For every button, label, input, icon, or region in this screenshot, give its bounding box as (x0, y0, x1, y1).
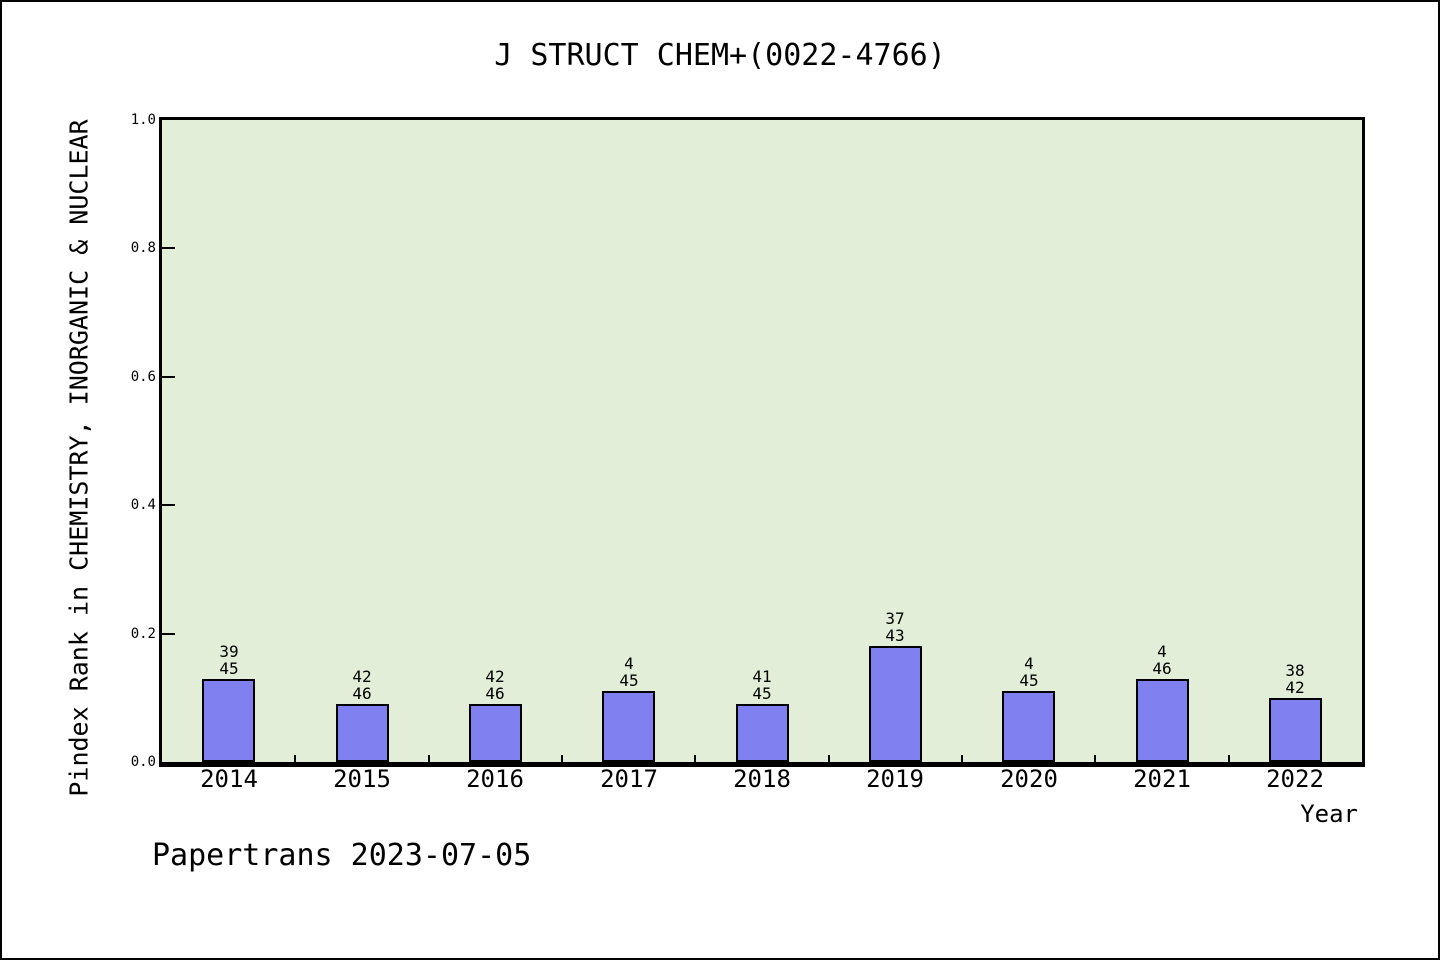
bar (202, 679, 255, 762)
plot-area: 39 45 42 46 42 46 4 45 41 45 37 43 4 45 4 46 38 42 (159, 117, 1365, 767)
bar-value-label: 39 45 (219, 642, 239, 678)
y-tick-label: 0.4 (130, 497, 156, 514)
bar (1002, 691, 1055, 762)
y-tick-label: 0.6 (130, 368, 156, 385)
y-tick-label: 1.0 (130, 112, 156, 128)
bar (1269, 698, 1322, 762)
x-tick-label: 2021 (1133, 765, 1191, 793)
bar (736, 704, 789, 762)
bar (1136, 679, 1189, 762)
x-tick-label: 2020 (1000, 765, 1058, 793)
x-minor-tick (294, 755, 296, 762)
bar (336, 704, 389, 762)
bar-value-label: 4 45 (1019, 654, 1039, 690)
x-tick-label: 2018 (733, 765, 791, 793)
bar-value-label: 37 43 (885, 609, 905, 645)
y-axis-label: Pindex Rank in CHEMISTRY, INORGANIC & NU… (64, 119, 94, 797)
bar (602, 691, 655, 762)
bar-value-label: 4 46 (1152, 642, 1172, 678)
x-minor-tick (694, 755, 696, 762)
y-tick-label: 0.8 (130, 240, 156, 257)
x-tick-label: 2016 (466, 765, 524, 793)
y-tick-mark (162, 247, 175, 249)
y-tick-mark (162, 633, 175, 635)
bar-value-label: 42 46 (352, 667, 372, 703)
bar-value-label: 4 45 (619, 654, 639, 690)
x-minor-tick (428, 755, 430, 762)
x-minor-tick (961, 755, 963, 762)
bar (869, 646, 922, 762)
bar-value-label: 41 45 (752, 667, 772, 703)
footer-caption: Papertrans 2023-07-05 (152, 838, 532, 873)
x-tick-label: 2017 (600, 765, 658, 793)
x-minor-tick (1228, 755, 1230, 762)
y-tick-label: 0.0 (130, 754, 156, 770)
x-tick-label: 2014 (200, 765, 258, 793)
y-tick-label: 0.2 (130, 625, 156, 642)
x-minor-tick (561, 755, 563, 762)
x-tick-label: 2022 (1266, 765, 1324, 793)
x-minor-tick (828, 755, 830, 762)
chart-title: J STRUCT CHEM+(0022-4766) (494, 38, 946, 73)
x-axis-label: Year (1300, 800, 1358, 828)
y-tick-mark (162, 504, 175, 506)
bar-value-label: 38 42 (1285, 661, 1305, 697)
y-tick-mark (162, 376, 175, 378)
x-minor-tick (1094, 755, 1096, 762)
bar (469, 704, 522, 762)
x-tick-label: 2015 (333, 765, 391, 793)
bar-value-label: 42 46 (485, 667, 505, 703)
x-tick-label: 2019 (866, 765, 924, 793)
